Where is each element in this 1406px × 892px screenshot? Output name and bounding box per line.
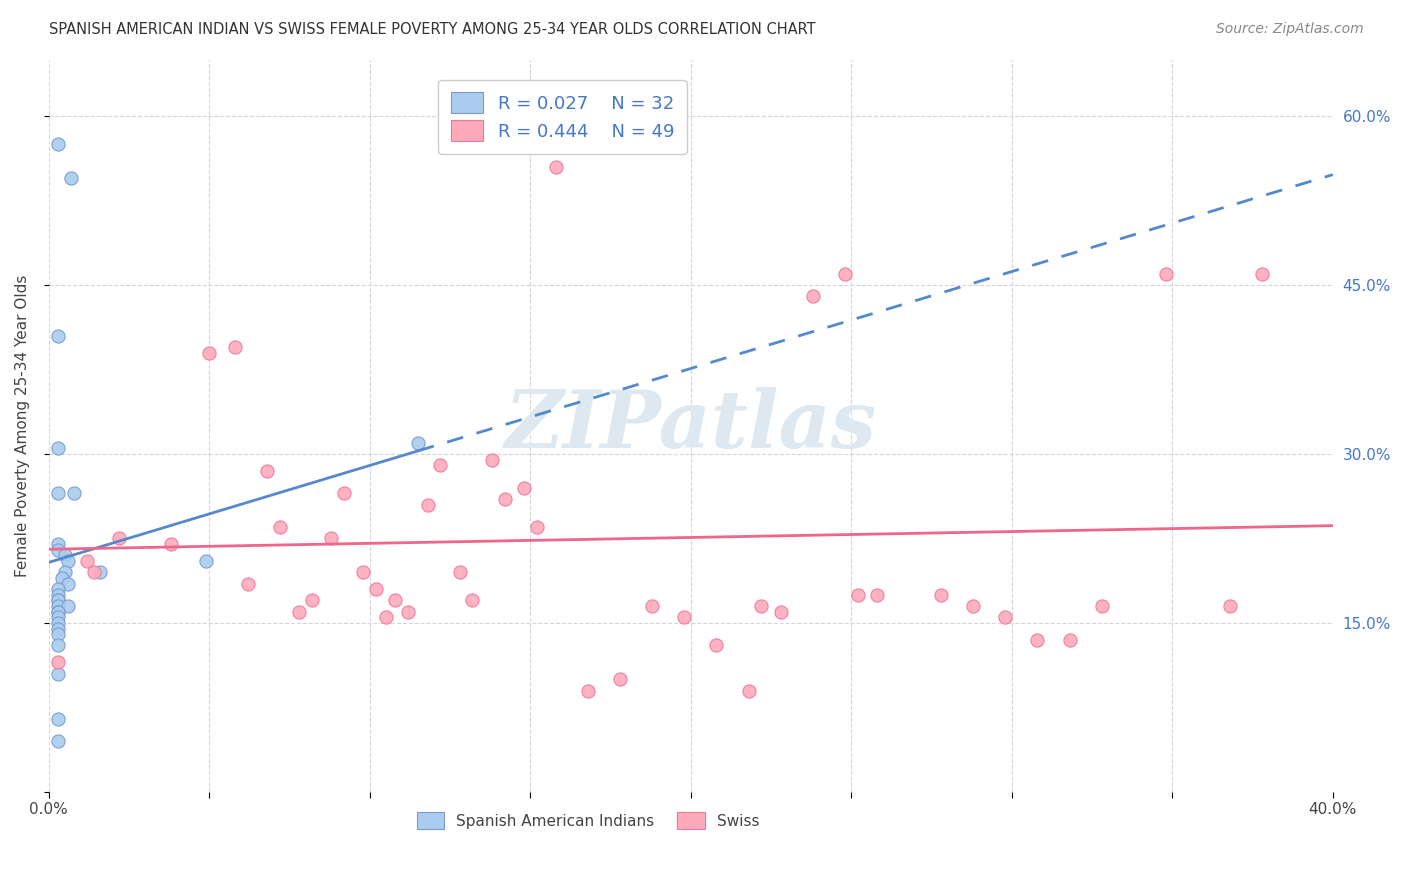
Point <box>321 532 343 546</box>
Point <box>48 656 70 670</box>
Point <box>609 673 631 687</box>
Point <box>48 486 70 500</box>
Point <box>76 554 98 568</box>
Point <box>801 289 824 303</box>
Point <box>56 554 79 568</box>
Point <box>48 622 70 636</box>
Point <box>48 599 70 613</box>
Point <box>526 520 548 534</box>
Point <box>53 566 76 580</box>
Text: Source: ZipAtlas.com: Source: ZipAtlas.com <box>1216 22 1364 37</box>
Point <box>834 267 856 281</box>
Point <box>48 639 70 653</box>
Point <box>48 537 70 551</box>
Point <box>48 328 70 343</box>
Point <box>198 345 221 359</box>
Point <box>769 605 792 619</box>
Point <box>449 566 471 580</box>
Point <box>384 593 406 607</box>
Point <box>288 605 311 619</box>
Point <box>63 486 86 500</box>
Point <box>60 170 83 185</box>
Point <box>1091 599 1114 613</box>
Point <box>751 599 773 613</box>
Point <box>48 605 70 619</box>
Point <box>429 458 451 473</box>
Point <box>51 571 73 585</box>
Point <box>1026 632 1049 647</box>
Point <box>56 576 79 591</box>
Legend: Spanish American Indians, Swiss: Spanish American Indians, Swiss <box>411 805 766 836</box>
Point <box>1059 632 1081 647</box>
Point <box>83 566 105 580</box>
Point <box>416 498 439 512</box>
Point <box>406 435 429 450</box>
Point <box>56 599 79 613</box>
Point <box>333 486 356 500</box>
Point <box>48 582 70 596</box>
Point <box>48 734 70 748</box>
Point <box>494 491 516 506</box>
Point <box>48 542 70 557</box>
Point <box>544 160 567 174</box>
Text: ZIPatlas: ZIPatlas <box>505 387 877 465</box>
Point <box>48 605 70 619</box>
Point <box>366 582 388 596</box>
Point <box>53 549 76 563</box>
Point <box>224 340 246 354</box>
Point <box>1219 599 1241 613</box>
Point <box>673 610 696 624</box>
Point <box>48 627 70 641</box>
Point <box>48 610 70 624</box>
Point <box>1251 267 1274 281</box>
Point <box>513 481 536 495</box>
Point <box>994 610 1017 624</box>
Point <box>48 593 70 607</box>
Point <box>706 639 728 653</box>
Point <box>236 576 259 591</box>
Point <box>48 593 70 607</box>
Point <box>866 588 889 602</box>
Point <box>159 537 181 551</box>
Point <box>374 610 396 624</box>
Point <box>461 593 484 607</box>
Point <box>195 554 218 568</box>
Point <box>846 588 869 602</box>
Point <box>108 532 131 546</box>
Point <box>352 566 374 580</box>
Point <box>481 452 503 467</box>
Point <box>48 712 70 726</box>
Point <box>48 442 70 456</box>
Point <box>256 464 278 478</box>
Point <box>269 520 291 534</box>
Point <box>962 599 984 613</box>
Point <box>48 137 70 152</box>
Point <box>1154 267 1177 281</box>
Point <box>48 615 70 630</box>
Point <box>48 666 70 681</box>
Point <box>576 683 599 698</box>
Point <box>737 683 759 698</box>
Point <box>396 605 419 619</box>
Point <box>301 593 323 607</box>
Text: SPANISH AMERICAN INDIAN VS SWISS FEMALE POVERTY AMONG 25-34 YEAR OLDS CORRELATIO: SPANISH AMERICAN INDIAN VS SWISS FEMALE … <box>49 22 815 37</box>
Point <box>641 599 664 613</box>
Point <box>929 588 952 602</box>
Point <box>48 588 70 602</box>
Y-axis label: Female Poverty Among 25-34 Year Olds: Female Poverty Among 25-34 Year Olds <box>15 275 30 577</box>
Point <box>89 566 111 580</box>
